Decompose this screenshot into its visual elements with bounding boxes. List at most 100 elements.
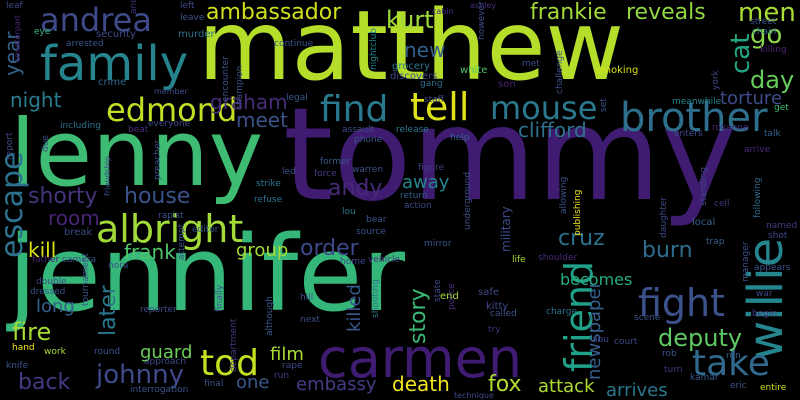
word-friendship: friendship — [103, 156, 112, 196]
word-killed: killed — [344, 284, 365, 332]
word-lenny: lenny — [10, 100, 264, 207]
word-abu: abu — [592, 335, 609, 345]
word-another: another — [129, 0, 139, 14]
word-film: film — [270, 344, 304, 365]
word-allowing: allowing — [559, 176, 569, 214]
word-andy: andy — [328, 176, 383, 201]
word-ambassador: ambassador — [206, 0, 342, 25]
word-long: long — [36, 296, 75, 317]
word-everyone: everyone — [148, 119, 191, 129]
word-rape: rape — [282, 361, 303, 371]
word-continue: continue — [274, 39, 314, 49]
word-leave: leave — [180, 13, 205, 23]
word-embassy: embassy — [296, 374, 377, 395]
word-finally: finally — [215, 284, 225, 312]
word-away: away — [402, 172, 450, 193]
word-however: however — [477, 1, 487, 40]
word-back: back — [18, 370, 71, 395]
word-leaf: leaf — [6, 1, 23, 11]
word-brother: brother — [620, 95, 768, 141]
word-bear: bear — [366, 215, 387, 225]
word-life: life — [512, 255, 526, 265]
word-arrive: arrive — [744, 145, 771, 155]
word-room: room — [48, 206, 100, 230]
word-force: force — [314, 169, 337, 179]
word-eric: eric — [730, 381, 747, 391]
word-white: white — [460, 65, 488, 76]
word-hill: hill — [300, 293, 314, 303]
word-newspaper: newspaper — [584, 281, 605, 380]
word-preacher: preacher — [153, 139, 163, 180]
word-albright: albright — [96, 207, 244, 251]
word-standing: standing — [699, 166, 709, 206]
word-try: try — [488, 325, 501, 335]
word-refuse: refuse — [254, 195, 283, 205]
word-kill: kill — [28, 238, 57, 262]
word-street: street — [750, 17, 777, 27]
word-final: final — [204, 379, 224, 389]
word-jennifer: jennifer — [8, 213, 405, 335]
word-break: break — [64, 227, 93, 238]
word-war: war — [756, 289, 773, 299]
word-challenge: challenge — [555, 50, 565, 94]
word-shoulder: shoulder — [538, 253, 578, 263]
word-named: named — [766, 221, 798, 231]
word-encounter: encounter — [221, 56, 231, 102]
word-new: new — [404, 38, 446, 62]
word-go: go — [750, 20, 783, 50]
word-son: son — [498, 79, 516, 90]
word-story: story — [406, 288, 431, 344]
word-group: group — [236, 240, 289, 261]
word-fox: fox — [488, 372, 522, 397]
word-due: due — [41, 135, 51, 152]
word-double: double — [36, 277, 67, 287]
word-warren: warren — [352, 165, 384, 175]
word-mouse: mouse — [490, 89, 598, 127]
word-led: led — [282, 167, 296, 177]
word-becomes: becomes — [560, 270, 633, 289]
word-torture: torture — [720, 88, 783, 109]
word-tommy: tommy — [283, 81, 737, 230]
word-roxanne: roxanne — [712, 123, 749, 133]
word-frank: frank — [124, 240, 176, 264]
word-shorty: shorty — [28, 184, 98, 209]
word-knife: knife — [6, 361, 29, 371]
word-legal: legal — [286, 93, 308, 103]
word-run: run — [274, 371, 290, 381]
word-begin: begin — [752, 309, 778, 319]
word-escape: escape — [0, 151, 30, 258]
word-local: local — [692, 217, 716, 228]
word-ashley: ashley — [470, 1, 497, 10]
word-figure: figure — [418, 163, 445, 173]
word-editor: editor — [192, 225, 219, 235]
word-although: although — [265, 296, 275, 336]
word-assault: assault — [342, 125, 375, 135]
word-next: next — [300, 315, 320, 325]
word-beat: beat — [128, 125, 149, 135]
word-arrives: arrives — [606, 380, 668, 400]
word-discovers: discovers — [390, 71, 438, 82]
word-deputy: deputy — [658, 324, 743, 352]
word-johnny: johnny — [96, 360, 184, 390]
word-hand: hand — [12, 343, 35, 353]
word-cabin: cabin — [432, 7, 454, 16]
word-crime: crime — [98, 77, 127, 88]
word-safe: safe — [478, 287, 500, 298]
word-rapist: rapist — [158, 211, 184, 221]
word-one: one — [236, 372, 270, 393]
word-rob: rob — [662, 349, 677, 359]
word-meanwhile: meanwhile — [672, 97, 722, 107]
word-manager: manager — [741, 241, 751, 282]
word-smoking: smoking — [596, 65, 639, 76]
word-kamar: kamar — [690, 373, 719, 383]
word-fight: fight — [638, 281, 726, 325]
word-underground: underground — [463, 171, 473, 230]
word-interrogation: interrogation — [130, 385, 189, 395]
word-shot: shot — [768, 231, 788, 241]
word-attempt: attempt — [177, 223, 187, 260]
word-find: find — [320, 89, 389, 130]
word-reveals: reveals — [626, 0, 706, 25]
word-guard: guard — [140, 342, 193, 363]
word-publishing: publishing — [573, 189, 583, 236]
word-help: help — [450, 133, 470, 143]
